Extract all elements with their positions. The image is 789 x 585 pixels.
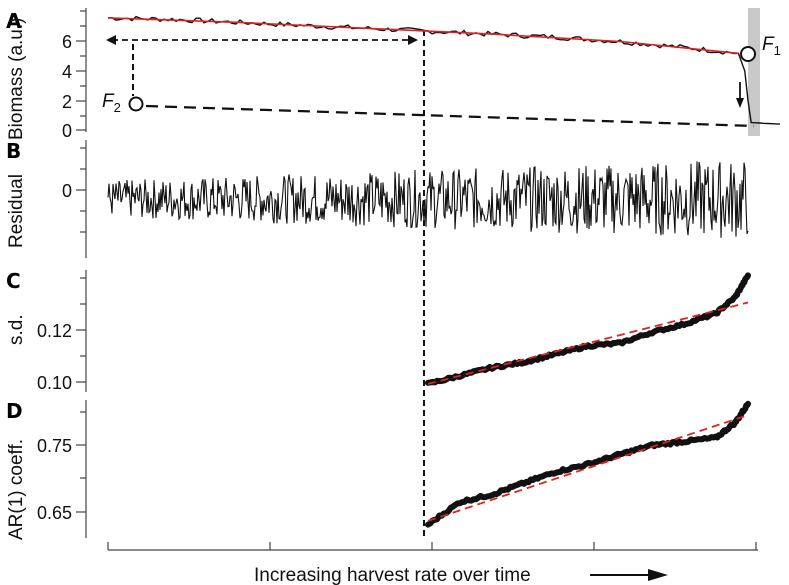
x-arrow-head [648, 569, 668, 581]
ar-curve [425, 400, 751, 528]
tick-label-b-0: 0 [62, 181, 72, 201]
arrow-left-head [106, 35, 116, 45]
sd-trend [427, 301, 749, 385]
transition-shade [748, 8, 760, 136]
tick-label-d-065: 0.65 [37, 503, 72, 523]
biomass-series [107, 15, 781, 125]
biomass-fit-line [107, 17, 739, 55]
residual-series [107, 161, 749, 238]
f2-label: F2 [102, 91, 121, 115]
panel-letter-d: D [6, 399, 23, 423]
ylabel-c: s.d. [6, 314, 27, 345]
tick-label-c-010: 0.10 [37, 373, 72, 393]
lower-branch-dash [145, 104, 755, 128]
tick-label-a-4: 4 [62, 62, 72, 82]
residual-line [107, 161, 749, 238]
tick-label-a-0: 0 [62, 121, 72, 141]
f2-marker [128, 96, 144, 112]
ylabel-b: Residual [6, 174, 27, 248]
sd-series [425, 272, 751, 386]
ylabel-d: AR(1) coeff. [6, 439, 27, 540]
panel-letter-c: C [6, 269, 21, 293]
ylabel-a: Biomass (a.u.) [6, 18, 27, 140]
ar-trend [427, 414, 749, 522]
arrow-right-head [408, 35, 418, 45]
panel-letter-a: A [6, 9, 22, 33]
ar-series [425, 400, 751, 528]
f1-marker [740, 46, 756, 62]
f1-label: F1 [762, 34, 781, 58]
collapse-arrow-head [736, 98, 744, 108]
x-axis-label: Increasing harvest rate over time [254, 565, 531, 585]
tick-label-d-075: 0.75 [37, 436, 72, 456]
tick-label-a-2: 2 [62, 92, 72, 112]
tick-label-a-6: 6 [62, 32, 72, 52]
sd-curve [425, 272, 751, 386]
panel-letter-b: B [6, 139, 21, 163]
tick-label-c-012: 0.12 [37, 321, 72, 341]
